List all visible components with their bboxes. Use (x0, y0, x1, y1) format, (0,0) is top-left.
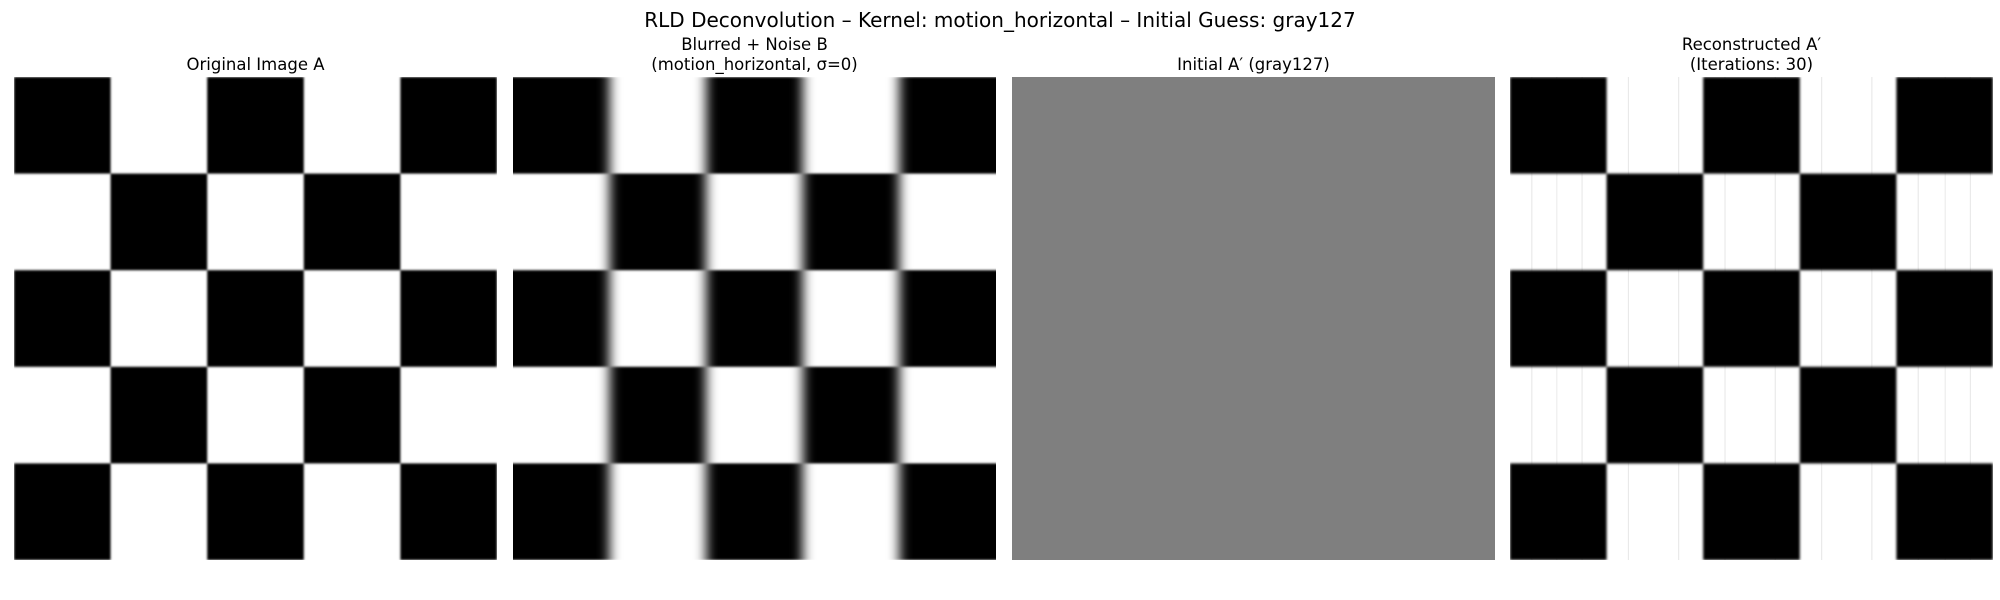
panel-title-blurred: Blurred + Noise B (motion_horizontal, σ=… (473, 35, 1036, 75)
panel-title-initial: Initial A′ (gray127) (972, 55, 1535, 75)
panel-initial: Initial A′ (gray127) (1012, 0, 1495, 600)
panel-title-line: (Iterations: 30) (1470, 55, 2000, 75)
panel-title-line: Blurred + Noise B (473, 35, 1036, 55)
panel-blurred: Blurred + Noise B (motion_horizontal, σ=… (513, 0, 996, 600)
panel-title-line: Reconstructed A′ (1470, 35, 2000, 55)
panel-title-line: (motion_horizontal, σ=0) (473, 55, 1036, 75)
panel-title-original: Original Image A (0, 55, 537, 75)
original-image (14, 77, 497, 560)
panel-original: Original Image A (14, 0, 497, 600)
reconstructed-image (1510, 77, 1993, 560)
panel-reconstructed: Reconstructed A′ (Iterations: 30) (1510, 0, 1993, 600)
panel-title-line: Original Image A (0, 55, 537, 75)
initial-gray-image (1012, 77, 1495, 560)
panel-title-reconstructed: Reconstructed A′ (Iterations: 30) (1470, 35, 2000, 75)
panel-title-line: Initial A′ (gray127) (972, 55, 1535, 75)
blurred-image (513, 77, 996, 560)
